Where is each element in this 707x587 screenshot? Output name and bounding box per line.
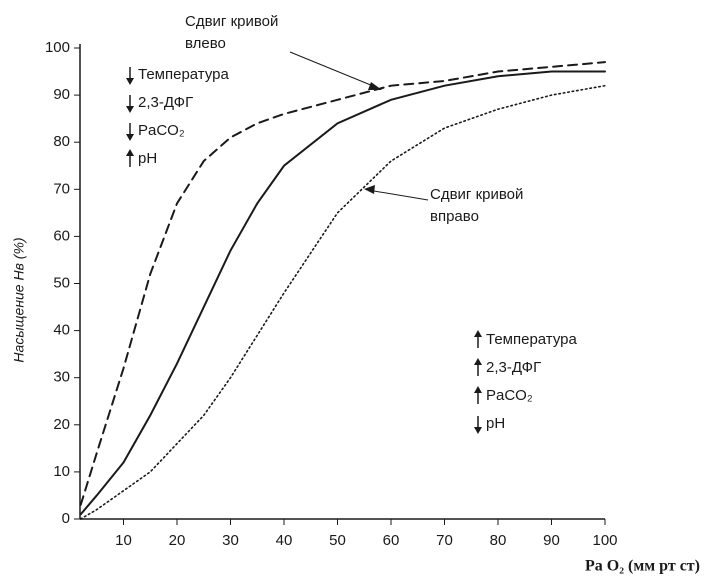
x-axis-label: Pa O₂ (мм рт ст): [585, 558, 700, 575]
y-tick-label: 50: [53, 274, 70, 291]
y-axis-label: Насыщение Hв (%): [11, 237, 27, 362]
factor-arrowhead: [126, 134, 134, 141]
curve: [79, 70, 606, 516]
factor-label: pH: [138, 150, 157, 167]
y-tick-label: 0: [62, 510, 70, 527]
x-tick-label: 50: [329, 532, 346, 549]
annotation: Сдвиг кривой: [185, 13, 278, 30]
factor-label: Температура: [486, 331, 578, 348]
y-tick-label: 30: [53, 369, 70, 386]
y-tick-label: 70: [53, 180, 70, 197]
y-tick-label: 90: [53, 86, 70, 103]
y-tick-label: 80: [53, 133, 70, 150]
curve: [79, 84, 606, 520]
x-tick-label: 80: [490, 532, 507, 549]
x-tick-label: 20: [169, 532, 186, 549]
factor-label: PaCO₂: [138, 122, 185, 139]
factor-label: pH: [486, 415, 505, 432]
y-tick-label: 60: [53, 227, 70, 244]
x-tick-label: 40: [276, 532, 293, 549]
factor-arrowhead: [474, 358, 482, 365]
y-tick-label: 20: [53, 416, 70, 433]
factor-label: 2,3-ДФГ: [138, 94, 193, 111]
y-tick-label: 10: [53, 463, 70, 480]
factor-arrowhead: [126, 78, 134, 85]
x-tick-label: 10: [115, 532, 132, 549]
factor-label: PaCO₂: [486, 387, 533, 404]
annotation-pointer: [289, 51, 379, 89]
factor-label: Температура: [138, 66, 230, 83]
x-tick-label: 30: [222, 532, 239, 549]
factor-arrowhead: [474, 386, 482, 393]
x-tick-label: 90: [543, 532, 560, 549]
x-tick-label: 100: [592, 532, 617, 549]
annotation: Сдвиг кривой: [430, 186, 523, 203]
factor-arrowhead: [126, 106, 134, 113]
factor-label: 2,3-ДФГ: [486, 359, 541, 376]
annotation-pointer: [367, 189, 429, 201]
factor-arrowhead: [126, 149, 134, 156]
annotation: влево: [185, 35, 226, 52]
x-tick-label: 70: [436, 532, 453, 549]
annotation: вправо: [430, 208, 479, 225]
y-tick-label: 100: [45, 39, 70, 56]
curve: [79, 61, 606, 506]
factor-arrowhead: [474, 427, 482, 434]
factor-arrowhead: [474, 330, 482, 337]
annotation-arrowhead: [364, 185, 375, 194]
x-tick-label: 60: [383, 532, 400, 549]
y-tick-label: 40: [53, 322, 70, 339]
